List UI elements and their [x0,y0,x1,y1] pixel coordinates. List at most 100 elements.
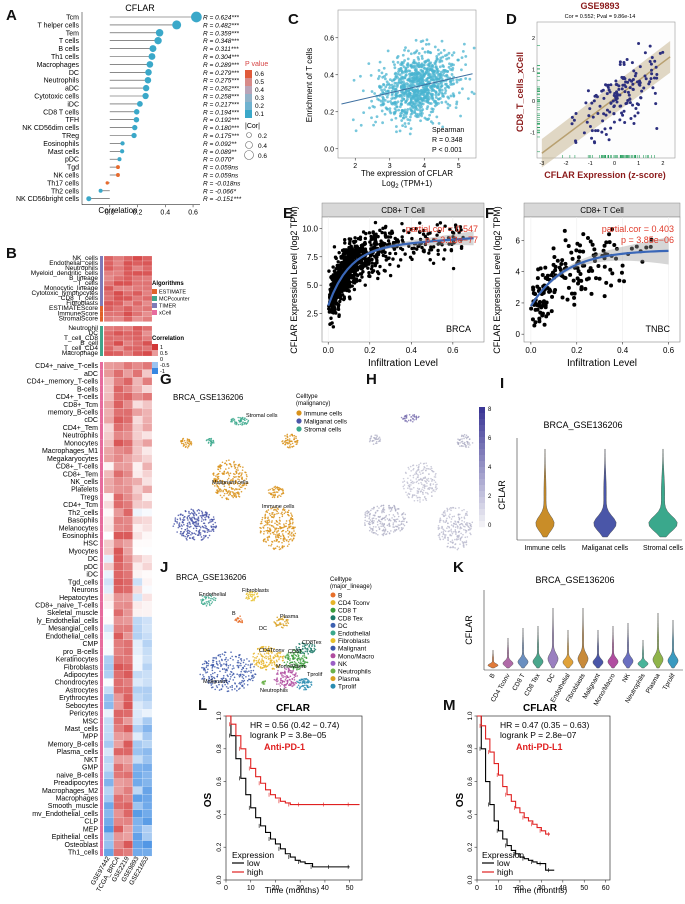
panel-b-cell [123,271,133,276]
panel-g-point [208,516,210,518]
panel-d-point [587,114,590,117]
panel-g-point [277,488,279,490]
panel-g-point [191,520,193,522]
panel-b-algo-bar [100,286,103,291]
panel-h-point [426,480,428,482]
panel-a-category-label: NK cells [53,173,79,180]
panel-h-colorbar-segment [479,419,485,425]
panel-h-point [453,531,455,533]
panel-h-point [420,473,422,475]
panel-h-point [439,536,441,538]
panel-b-algo-bar [100,679,103,687]
panel-j-point [227,687,229,689]
panel-b-algo-bar [100,455,103,463]
panel-e-point [396,238,399,241]
panel-c-point [462,50,465,53]
panel-b-algo-bar [100,346,103,351]
panel-d-point [655,73,658,76]
panel-h-point [464,518,466,520]
panel-b-cell [133,694,143,702]
panel-h-point [424,496,426,498]
panel-h-point [443,529,445,531]
panel-g-point [228,494,230,496]
panel-a-value-label: R = 0.192*** [203,117,239,124]
panel-g-point [291,515,293,517]
panel-b-cell [104,261,114,266]
panel-a-value-label: R = 0.180*** [203,125,239,132]
panel-h-point [384,526,386,528]
panel-g-point [281,531,283,533]
panel-c-point [410,127,413,130]
panel-c-point [385,73,388,76]
panel-g-point [184,529,186,531]
panel-c-point [417,98,420,101]
panel-b-algo-bar [100,509,103,517]
panel-g-point [187,518,189,520]
panel-b-cell [123,286,133,291]
panel-b-row-label: MPP [83,734,99,741]
panel-f-point [552,255,556,259]
panel-a-value-label: R = 0.262*** [203,86,239,93]
panel-h-point [410,490,412,492]
panel-b-cell [104,385,114,393]
panel-b-cell [123,586,133,594]
panel-b-cell [104,794,114,802]
panel-b-algo-bar [100,261,103,266]
panel-b-cell [123,756,133,764]
panel-c-point [452,79,455,82]
panel-a-dot [137,101,143,107]
panel-g-point [186,538,188,540]
panel-d-point [618,118,621,121]
panel-h-point [376,441,378,443]
panel-c-point [425,60,428,63]
panel-g-point [196,528,198,530]
panel-b-cell [142,555,152,563]
panel-a-dot [116,165,120,169]
panel-g-point [210,442,212,444]
panel-g-point [281,441,283,443]
panel-j-point [222,668,224,670]
panel-d-point [602,112,605,115]
panel-h-point [374,438,376,440]
panel-g-point [210,521,212,523]
panel-f-point [594,276,598,280]
panel-d-point [606,109,609,112]
panel-b-cell [133,563,143,571]
panel-g-point [286,539,288,541]
panel-g-point [186,536,188,538]
panel-g-point [242,417,244,419]
panel-g-point [267,530,269,532]
panel-d-point [636,80,639,83]
panel-h-point [379,440,381,442]
panel-b-cell [114,291,124,296]
panel-h-point [413,487,415,489]
panel-g-cluster-label: Immune cells [262,504,295,510]
panel-b-algo-bar [100,632,103,640]
panel-g-point [289,440,291,442]
panel-b-algo-bar [100,594,103,602]
panel-c-point [392,60,395,63]
panel-d-point [643,75,646,78]
panel-h-point [403,478,405,480]
panel-b-cell [123,648,133,656]
panel-c-point [418,52,421,55]
panel-h-point [470,534,472,536]
panel-e-xtick: 0.0 [323,346,335,355]
panel-b-cell [104,748,114,756]
panel-b-row-label: GMP [82,765,98,772]
panel-j-title: BRCA_GSE136206 [176,573,247,582]
panel-e-point [342,252,345,255]
panel-b-row-label: Fibroblasts [64,664,99,671]
panel-h-point [413,475,415,477]
panel-b-cell [142,632,152,640]
panel-h-point [423,477,425,479]
panel-h-point [414,494,416,496]
panel-d-point [629,101,632,104]
panel-g-point [201,511,203,513]
panel-h-point [410,416,412,418]
panel-g-point [180,531,182,533]
panel-h-point [459,445,461,447]
panel-f-xtick: 0.6 [663,346,675,355]
panel-g-point [187,526,189,528]
